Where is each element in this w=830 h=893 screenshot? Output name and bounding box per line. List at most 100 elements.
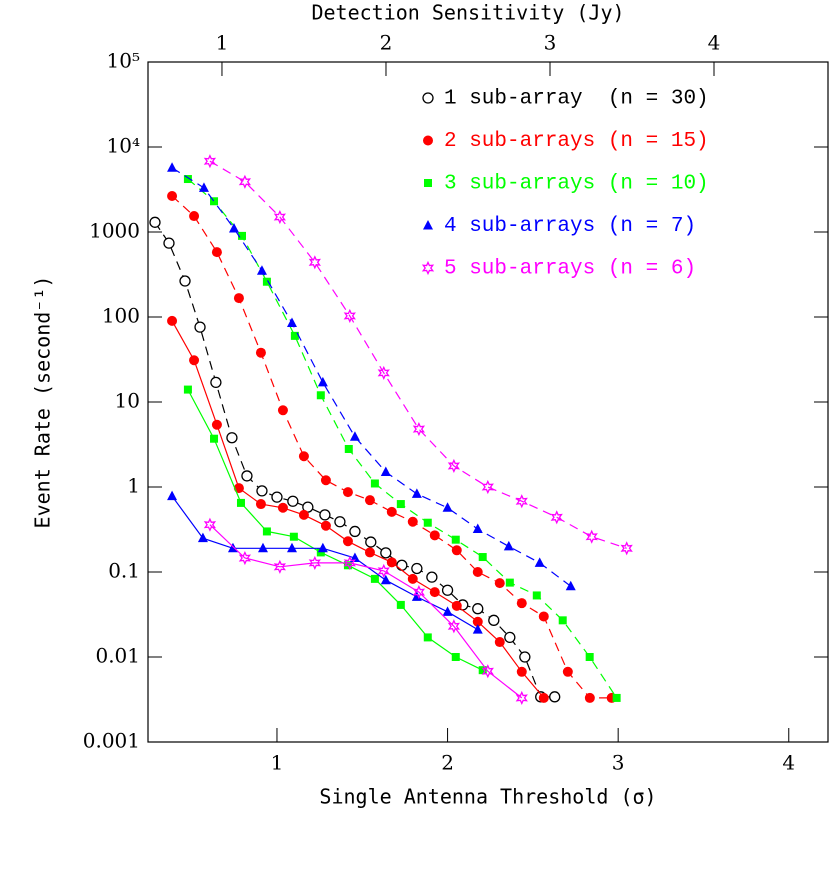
marker <box>342 536 353 547</box>
y-tick-label: 10⁴ <box>107 134 140 158</box>
marker <box>183 175 192 184</box>
marker <box>538 692 549 703</box>
marker <box>441 584 454 596</box>
marker <box>423 633 432 642</box>
marker <box>478 553 487 562</box>
marker <box>364 495 375 506</box>
marker <box>320 475 331 486</box>
x-tick-label: 2 <box>441 751 454 775</box>
legend-label: 1 sub-array (n = 30) <box>444 88 709 111</box>
marker <box>233 293 244 304</box>
marker <box>256 485 268 497</box>
marker <box>411 562 423 575</box>
marker <box>516 598 527 609</box>
marker <box>320 520 331 531</box>
marker <box>197 532 208 543</box>
y-tick-label: 100 <box>102 304 140 328</box>
marker <box>271 491 283 503</box>
y-tick-label: 0.01 <box>95 644 140 668</box>
marker <box>447 619 460 634</box>
marker <box>411 591 422 601</box>
marker <box>289 532 298 541</box>
marker <box>472 523 483 534</box>
marker <box>262 527 271 536</box>
marker <box>380 547 392 559</box>
y-tick-label: 10⁵ <box>107 49 140 73</box>
marker <box>558 616 567 625</box>
y-axis-label: Event Rate (second⁻¹) <box>31 276 55 529</box>
marker <box>167 191 178 202</box>
marker <box>451 535 460 544</box>
legend-marker <box>424 179 432 187</box>
legend-marker <box>423 135 433 146</box>
y-tick-label: 1000 <box>89 219 140 243</box>
marker <box>255 347 266 358</box>
marker <box>429 530 440 541</box>
marker <box>370 479 379 488</box>
marker <box>290 331 299 340</box>
marker <box>612 693 621 702</box>
marker <box>396 600 405 609</box>
marker <box>377 365 390 380</box>
marker <box>194 321 206 333</box>
marker <box>286 317 297 327</box>
marker <box>505 578 514 587</box>
marker <box>478 666 487 675</box>
marker <box>211 419 222 430</box>
marker <box>287 495 299 507</box>
marker <box>407 516 418 527</box>
marker <box>585 529 598 544</box>
x-tick-label: 4 <box>782 751 795 775</box>
series-line <box>171 167 572 587</box>
marker <box>317 542 328 553</box>
legend-label: 4 sub-arrays (n = 7) <box>444 215 696 238</box>
legend-label: 5 sub-arrays (n = 6) <box>444 258 696 281</box>
marker <box>364 547 375 558</box>
marker <box>504 631 516 644</box>
marker <box>442 606 453 616</box>
marker <box>429 587 440 598</box>
marker <box>149 216 161 228</box>
marker <box>451 600 462 611</box>
plot-frame <box>147 61 829 743</box>
x2-tick-label: 1 <box>216 31 229 55</box>
marker <box>472 603 484 615</box>
legend-label: 3 sub-arrays (n = 10) <box>444 173 709 196</box>
marker <box>316 391 325 400</box>
marker <box>349 552 360 563</box>
y-tick-label: 10 <box>115 389 140 413</box>
marker <box>519 651 531 663</box>
marker <box>565 580 576 591</box>
series-line <box>209 524 523 699</box>
marker <box>396 559 408 571</box>
marker <box>189 211 200 222</box>
marker <box>334 516 346 528</box>
marker <box>256 265 267 275</box>
marker <box>163 237 175 249</box>
marker <box>550 510 563 525</box>
marker <box>227 542 238 553</box>
series-line <box>171 195 612 699</box>
marker <box>273 559 286 574</box>
marker <box>396 500 405 509</box>
marker <box>179 275 191 287</box>
marker <box>386 506 397 517</box>
marker <box>534 557 545 567</box>
legend-marker <box>422 92 434 104</box>
marker <box>538 611 549 622</box>
marker <box>442 502 453 512</box>
marker <box>226 432 238 444</box>
marker <box>241 470 253 482</box>
marker <box>238 174 252 189</box>
marker <box>273 209 286 225</box>
marker <box>549 691 561 703</box>
marker <box>316 548 325 557</box>
marker <box>167 315 178 326</box>
marker <box>277 502 288 513</box>
marker <box>210 434 219 443</box>
marker <box>349 431 360 441</box>
marker <box>481 479 494 495</box>
marker <box>370 574 379 583</box>
marker <box>447 458 460 473</box>
marker <box>308 255 321 270</box>
